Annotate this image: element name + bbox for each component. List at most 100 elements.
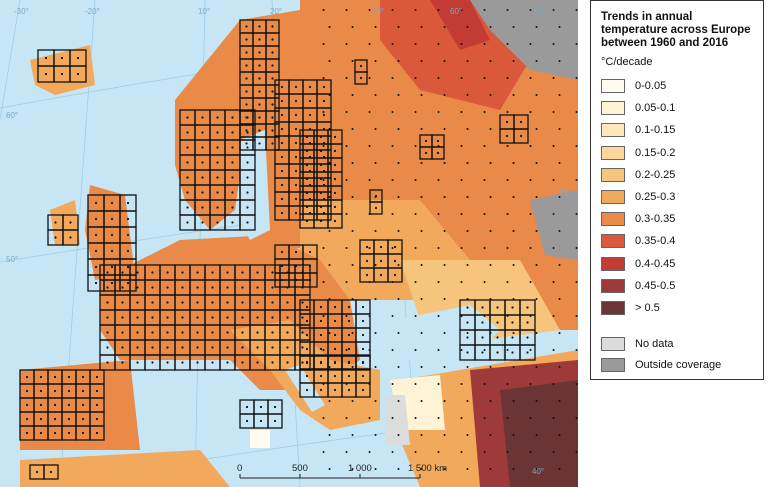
grid-dot	[391, 247, 394, 249]
grid-dot	[280, 197, 284, 201]
grid-dot	[496, 336, 499, 339]
grid-dot	[245, 419, 249, 423]
grid-dot	[443, 162, 446, 164]
grid-dot	[483, 213, 486, 215]
grid-dot	[345, 349, 348, 351]
grid-dot	[106, 271, 109, 274]
grid-dot	[333, 360, 337, 364]
grid-dot	[351, 400, 354, 402]
grid-dot	[443, 366, 446, 368]
grid-dot	[166, 346, 169, 349]
grid-dot	[201, 116, 204, 119]
outside-coverage-ne	[470, 0, 578, 80]
grid-dot	[328, 162, 331, 164]
grid-dot	[121, 301, 124, 304]
grid-dot	[414, 247, 417, 249]
grid-dot	[420, 264, 423, 266]
grid-dot	[294, 250, 298, 254]
grid-dot	[53, 431, 57, 435]
grid-dot	[489, 366, 492, 368]
grid-dot	[511, 321, 514, 324]
grid-dot	[69, 221, 72, 224]
grid-dot	[414, 213, 417, 215]
grid-dot	[201, 176, 204, 179]
grid-dot	[245, 103, 248, 106]
grid-dot	[256, 271, 259, 274]
grid-dot	[368, 77, 371, 79]
grid-dot	[308, 127, 312, 131]
legend-no-data-label: No data	[635, 337, 674, 350]
grid-dot	[443, 400, 446, 402]
grid-dot	[512, 60, 515, 62]
grid-dot	[322, 113, 326, 117]
grid-dot	[256, 286, 259, 289]
legend-class-label: 0-0.05	[635, 80, 667, 93]
grid-dot	[110, 281, 114, 285]
grid-dot	[294, 197, 298, 201]
grid-dot	[94, 233, 98, 237]
grid-dot	[489, 26, 492, 28]
significant-trend-cell	[354, 71, 368, 85]
grid-dot	[258, 38, 261, 41]
grid-dot	[81, 417, 85, 421]
grid-dot	[512, 26, 515, 28]
grid-dot	[437, 179, 440, 181]
legend-class-label: 0.05-0.1	[635, 102, 676, 115]
grid-dot	[397, 264, 400, 266]
grid-dot	[414, 417, 417, 419]
grid-dot	[333, 347, 337, 351]
grid-dot	[294, 141, 298, 145]
grid-dot	[558, 94, 561, 96]
grid-dot	[443, 94, 446, 96]
grid-dot	[397, 366, 400, 368]
grid-dot	[319, 388, 323, 392]
grid-dot	[512, 298, 515, 300]
iberia	[20, 360, 140, 450]
grid-dot	[368, 43, 371, 45]
grid-dot	[280, 250, 284, 254]
grid-dot	[308, 278, 312, 282]
grid-dot	[305, 177, 309, 181]
grid-dot	[374, 94, 377, 96]
grid-dot	[535, 94, 538, 96]
grid-dot	[166, 361, 169, 364]
grid-dot	[552, 43, 555, 45]
grid-dot	[397, 60, 400, 62]
grid-dot	[506, 179, 509, 181]
grid-dot	[241, 286, 244, 289]
grid-dot	[512, 400, 515, 402]
grid-dot	[294, 278, 298, 282]
temperature-trend-map: -30° -20° 10° 20° 30° 60° 70° 60° 50° 50…	[0, 0, 578, 487]
grid-dot	[529, 77, 532, 79]
grid-dot	[151, 346, 154, 349]
grid-dot	[328, 196, 331, 198]
grid-dot	[67, 389, 71, 393]
graticule-labels: -30° -20° 10° 20° 30° 60° 70° 60° 50° 50…	[6, 7, 572, 476]
grid-dot	[512, 128, 515, 130]
grid-dot	[308, 211, 312, 215]
grid-dot	[552, 451, 555, 453]
grid-dot	[319, 347, 323, 351]
legend-class-label: 0.2-0.25	[635, 168, 676, 181]
legend-swatch	[601, 300, 625, 315]
grid-dot	[136, 361, 139, 364]
grid-dot	[443, 332, 446, 334]
grid-dot	[347, 347, 351, 351]
grid-dot	[81, 431, 85, 435]
grid-dot	[256, 331, 259, 334]
grid-dot	[110, 217, 114, 221]
adriatic	[285, 365, 325, 412]
grid-dot	[280, 113, 284, 117]
grid-dot	[322, 213, 325, 215]
grid-dot	[308, 183, 312, 187]
grid-dot	[333, 305, 337, 309]
grid-dot	[121, 331, 124, 334]
grid-dot	[345, 281, 348, 283]
grid-dot	[512, 162, 515, 164]
grid-dot	[305, 149, 309, 153]
grid-dot	[328, 128, 331, 130]
grid-dot	[95, 403, 99, 407]
grid-dot	[231, 221, 234, 224]
grid-dot	[319, 305, 323, 309]
grid-dot	[256, 316, 259, 319]
